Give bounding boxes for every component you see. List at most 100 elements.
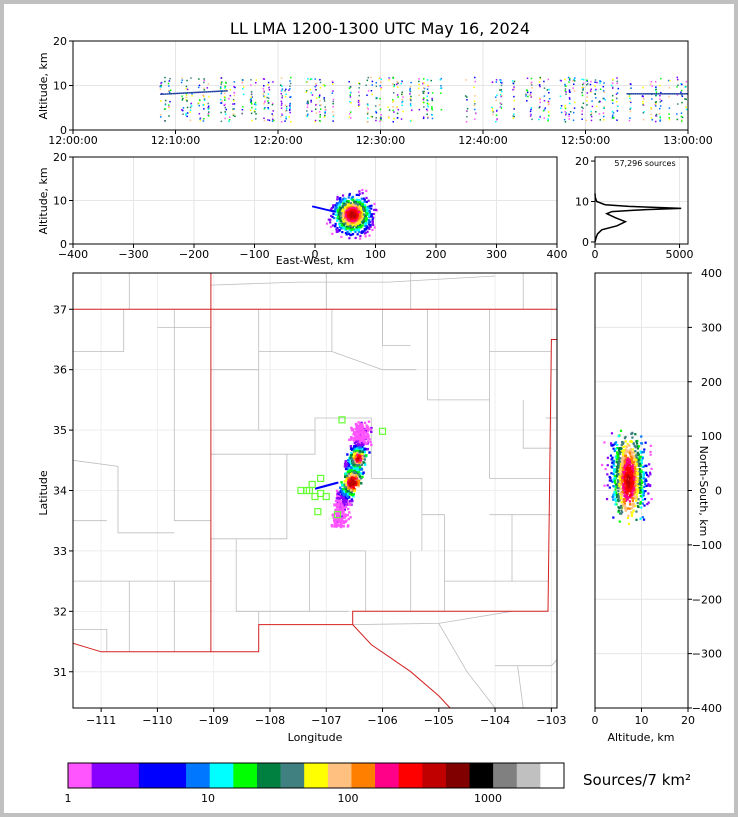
time-source-point: [375, 81, 378, 84]
ns-source-point: [635, 463, 638, 466]
ew-source-point: [360, 210, 364, 213]
ew-source-point: [354, 202, 357, 205]
ns-source-point: [624, 487, 627, 491]
time-source-point: [474, 103, 476, 105]
ns-source-point: [638, 486, 641, 489]
map-source-point: [356, 466, 359, 470]
time-source-point: [349, 91, 352, 94]
map-source-point: [340, 521, 343, 524]
time-source-point: [582, 107, 584, 110]
time-source-point: [223, 104, 226, 107]
time-source-point: [410, 109, 413, 111]
time-source-point: [207, 115, 210, 117]
time-source-point: [569, 111, 572, 113]
time-source-point: [563, 118, 566, 121]
time-source-point: [501, 82, 503, 84]
time-source-point: [263, 108, 266, 110]
ns-source-point: [619, 473, 622, 476]
ew-source-point: [329, 225, 333, 229]
ew-source-point: [342, 200, 346, 203]
ns-source-point: [635, 518, 638, 521]
map-x-tick-label: −108: [255, 714, 285, 727]
map-source-point: [357, 421, 360, 424]
time-source-point: [495, 110, 498, 112]
map-x-tick-label: −103: [536, 714, 566, 727]
ns-source-point: [628, 507, 632, 510]
time-source-point: [281, 113, 283, 115]
time-source-point: [251, 103, 253, 105]
time-source-point: [225, 108, 227, 111]
time-source-point: [525, 93, 527, 96]
time-source-point: [186, 115, 188, 118]
time-source-point: [594, 85, 596, 87]
time-source-point: [527, 95, 529, 98]
map-source-point: [350, 482, 353, 485]
ew-panel-ylabel: Altitude, km: [37, 167, 50, 234]
time-source-point: [655, 88, 657, 91]
time-source-point: [431, 109, 434, 111]
time-source-point: [169, 77, 171, 80]
time-source-point: [659, 84, 661, 87]
map-source-point: [334, 519, 338, 522]
map-source-point: [369, 440, 372, 444]
time-source-point: [630, 93, 633, 95]
map-source-point: [354, 475, 358, 479]
ns-y-tick-label: 200: [701, 376, 722, 389]
ew-source-point: [340, 211, 343, 214]
ew-source-point: [332, 212, 335, 216]
time-source-point: [590, 115, 593, 118]
map-source-point: [360, 422, 363, 426]
map-source-point: [339, 519, 342, 522]
time-source-point: [272, 110, 274, 112]
ew-source-point: [357, 228, 360, 232]
ns-source-point: [617, 483, 621, 486]
ew-source-point: [363, 198, 366, 202]
time-source-point: [279, 84, 282, 86]
map-source-point: [358, 449, 362, 453]
map-source-point: [327, 484, 330, 487]
ns-source-point: [643, 480, 647, 483]
ns-source-point: [617, 462, 620, 466]
time-source-point: [188, 92, 191, 94]
map-source-point: [367, 420, 371, 423]
colorbar-ticks: 1 10 100 1000: [65, 792, 503, 805]
time-source-point: [285, 107, 288, 110]
time-source-point: [285, 109, 288, 112]
ew-source-point: [364, 214, 367, 217]
county-boundary-line: [438, 623, 496, 708]
time-source-point: [251, 96, 253, 98]
time-source-point: [207, 83, 210, 85]
time-source-point: [167, 104, 170, 106]
ns-source-point: [622, 468, 625, 472]
time-source-point: [255, 104, 257, 106]
ew-source-point: [360, 216, 363, 219]
ew-source-point: [353, 214, 356, 217]
time-source-point: [659, 116, 661, 119]
time-source-point: [197, 86, 200, 89]
time-source-point: [565, 85, 567, 87]
ns-source-point: [635, 510, 638, 513]
map-source-point: [338, 499, 341, 502]
time-source-point: [590, 110, 592, 113]
ns-source-point: [648, 471, 652, 474]
time-source-point: [232, 103, 234, 105]
map-source-point: [360, 428, 363, 432]
ns-source-point: [630, 513, 633, 517]
time-source-point: [439, 79, 441, 81]
time-source-point: [323, 98, 325, 101]
time-source-point: [289, 108, 291, 111]
lma-station-marker: [333, 511, 342, 519]
map-source-point: [355, 475, 359, 478]
time-source-point: [162, 93, 165, 95]
time-source-point: [530, 82, 532, 84]
time-source-point: [181, 79, 184, 81]
colorbar-tick-label: 10: [201, 792, 215, 805]
map-source-point: [337, 504, 341, 507]
ns-source-point: [634, 433, 637, 436]
ew-source-point: [353, 209, 356, 212]
time-source-point: [208, 111, 210, 113]
map-source-point: [319, 486, 322, 489]
time-source-point: [589, 90, 592, 92]
time-source-point: [289, 105, 291, 107]
ew-source-point: [365, 196, 368, 199]
